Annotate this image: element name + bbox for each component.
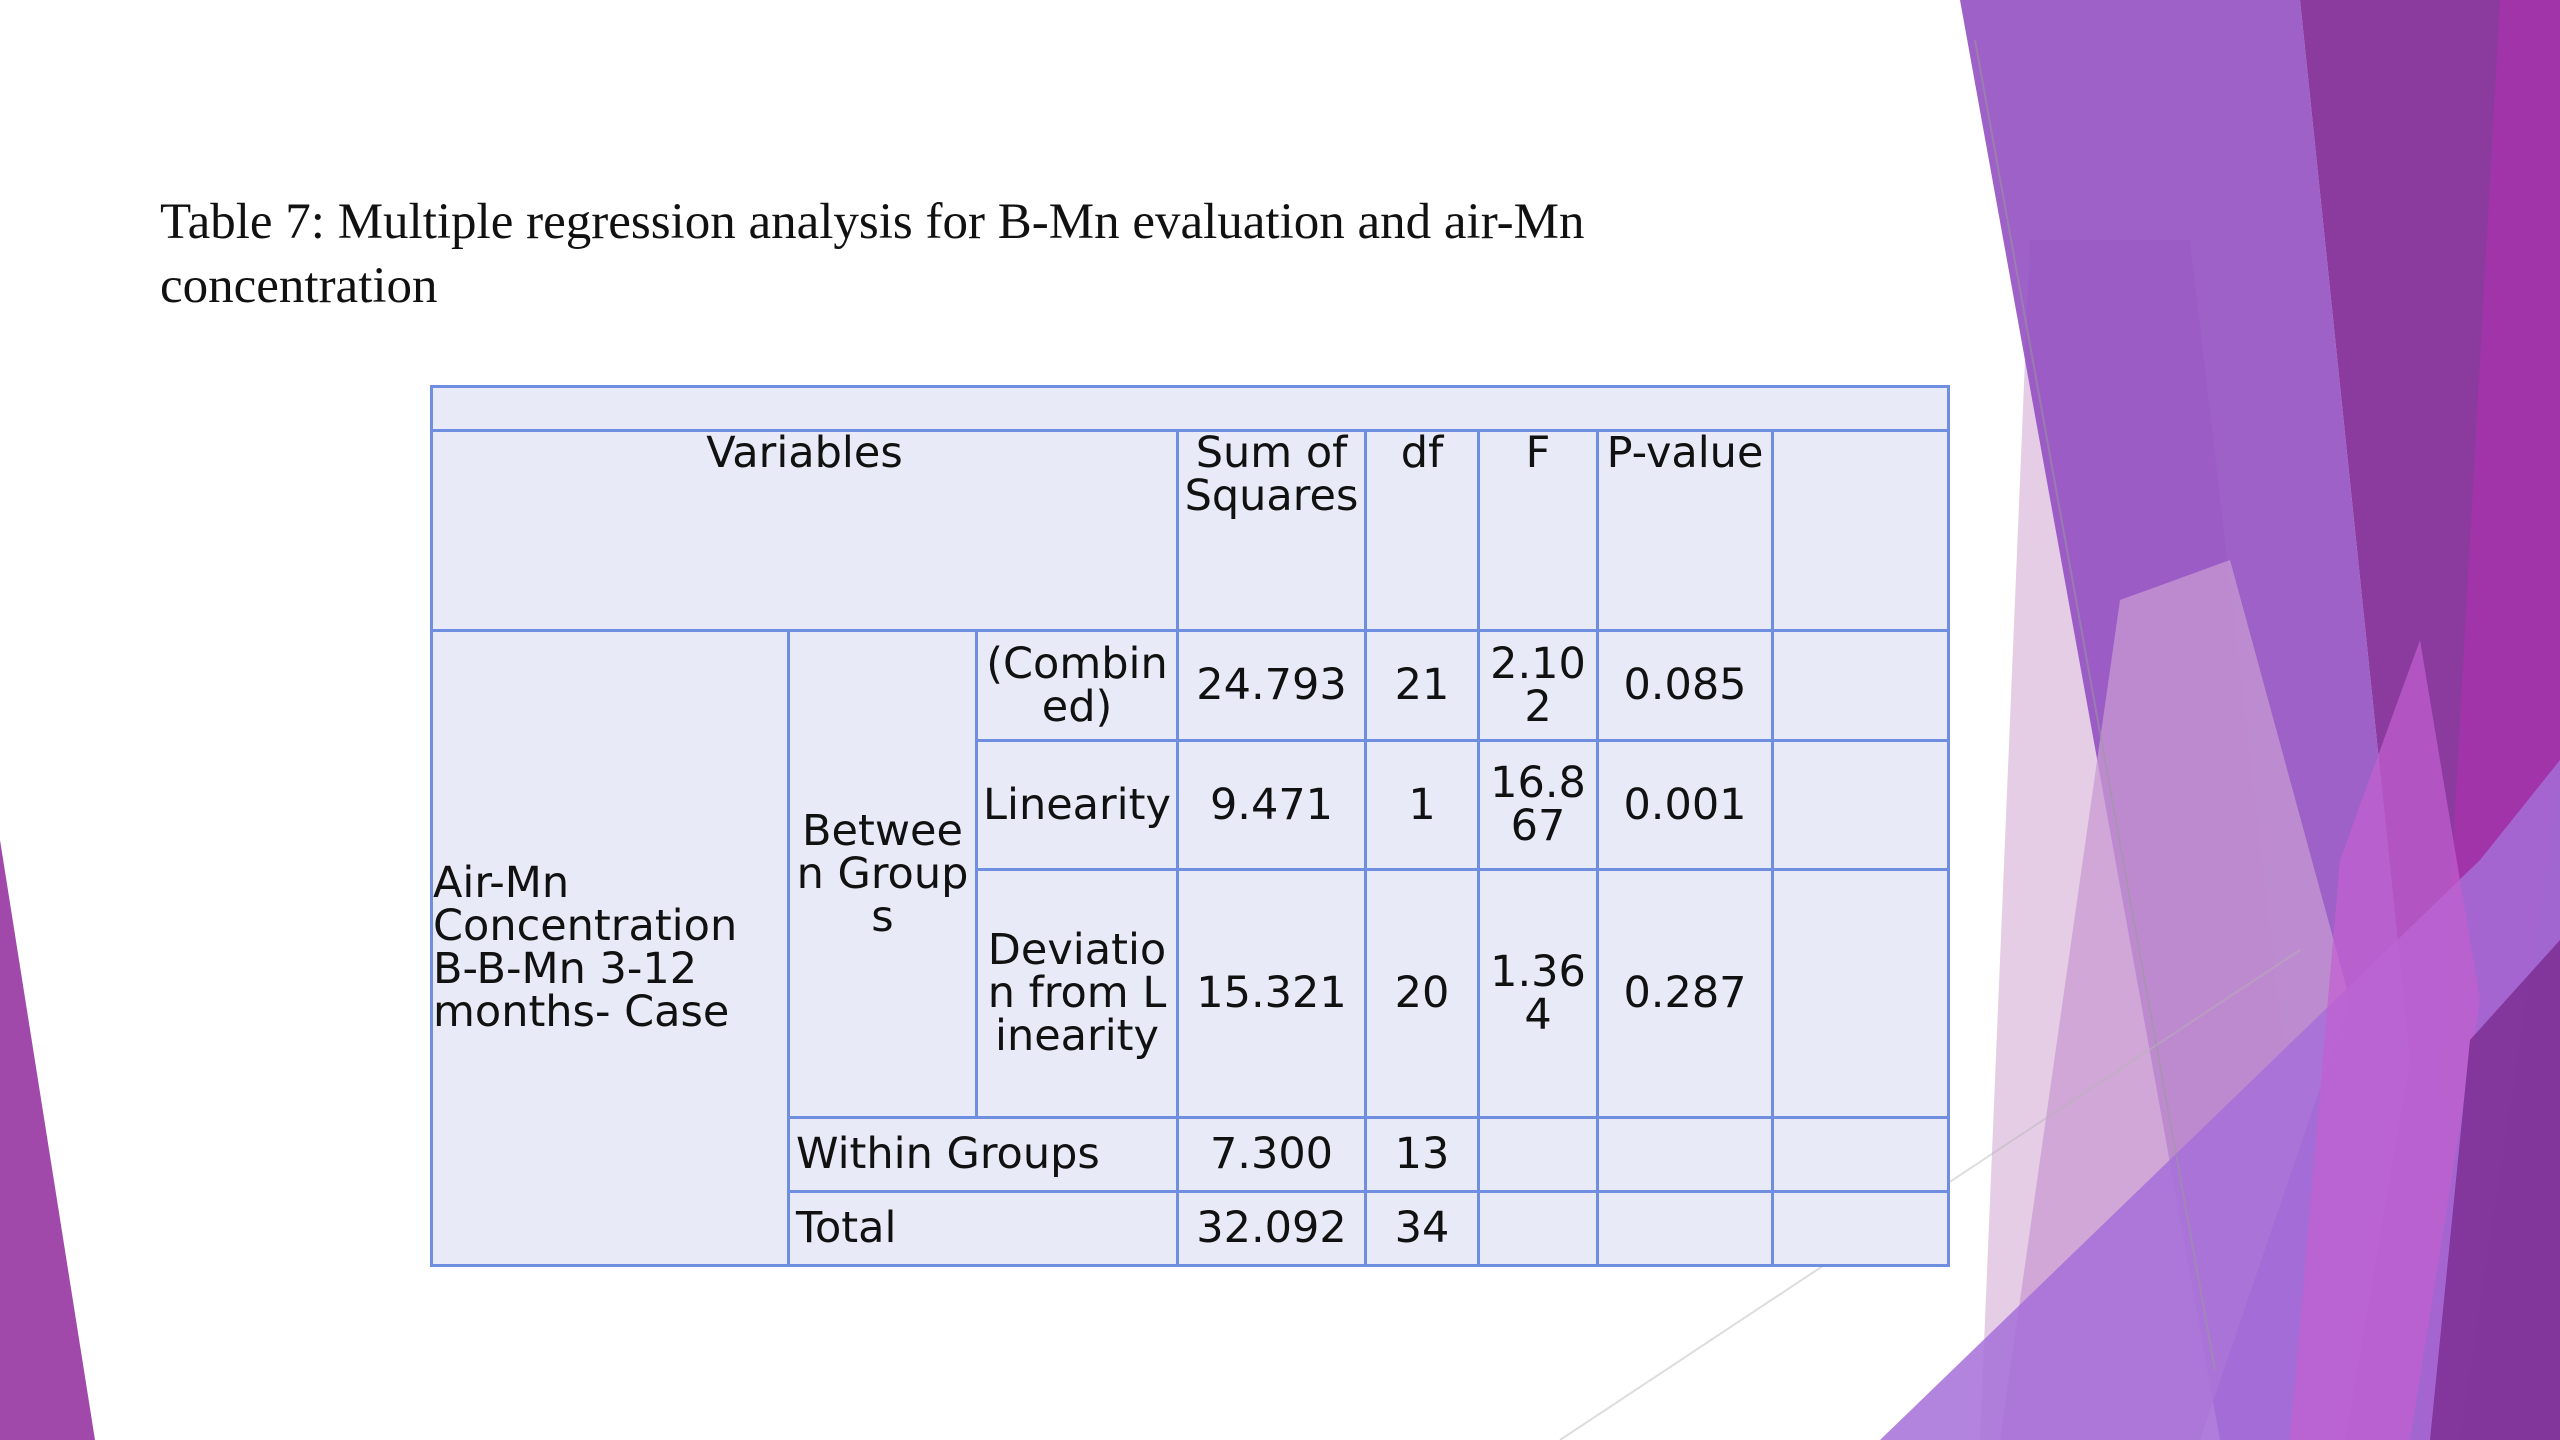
between-groups-label: Between Groups	[787, 629, 978, 1119]
header-df: df	[1364, 429, 1480, 632]
cell-df: 34	[1364, 1190, 1480, 1267]
table-row-within: Within Groups 7.300 13	[432, 1116, 1950, 1193]
header-f: F	[1477, 429, 1599, 632]
table-header-row: Variables Sum of Squares df F P-value	[430, 429, 1950, 632]
cell-p: 0.085	[1596, 629, 1774, 742]
cell-empty	[1771, 1190, 1950, 1267]
table-row: Air-Mn Concentration B-B-Mn 3-12 months-…	[430, 629, 1950, 1267]
cell-f: 16.867	[1477, 739, 1599, 871]
facet-deep-purple	[2430, 940, 2560, 1440]
cell-p: 0.001	[1596, 739, 1774, 871]
cell-ss: 24.793	[1176, 629, 1367, 742]
cell-empty	[1477, 1190, 1599, 1267]
cell-f: 1.364	[1477, 868, 1599, 1119]
left-edge-shape	[0, 840, 95, 1440]
empty-caption-cell	[430, 385, 1950, 432]
cell-f: 2.102	[1477, 629, 1599, 742]
cell-empty	[1771, 868, 1950, 1119]
anova-table: Variables Sum of Squares df F P-value Ai…	[430, 385, 1950, 1267]
cell-empty	[1596, 1116, 1774, 1193]
anova-table-container: Variables Sum of Squares df F P-value Ai…	[430, 385, 1950, 1267]
cell-empty	[1771, 739, 1950, 871]
cell-empty	[1596, 1190, 1774, 1267]
row-label-within-groups: Within Groups	[787, 1116, 1179, 1193]
header-sum-of-squares: Sum of Squares	[1176, 429, 1367, 632]
row-label-deviation: Deviation from Linearity	[975, 868, 1179, 1119]
header-variables: Variables	[430, 429, 1179, 632]
row-label-total: Total	[787, 1190, 1179, 1267]
header-empty	[1771, 429, 1950, 632]
slide-title: Table 7: Multiple regression analysis fo…	[160, 194, 1585, 314]
cell-df: 20	[1364, 868, 1480, 1119]
cell-empty	[1771, 629, 1950, 742]
cell-df: 1	[1364, 739, 1480, 871]
thin-line-1	[1974, 39, 2216, 1371]
facet-orchid-glow	[2290, 640, 2480, 1440]
table-row: Deviation from Linearity 15.321 20 1.364…	[432, 868, 1950, 1119]
cell-df: 13	[1364, 1116, 1480, 1193]
table-caption-row	[430, 385, 1950, 432]
table-row: Linearity 9.471 1 16.867 0.001	[432, 739, 1950, 871]
cell-ss: 15.321	[1176, 868, 1367, 1119]
row-group-label: Air-Mn Concentration B-B-Mn 3-12 months-…	[430, 629, 790, 1267]
header-p-value: P-value	[1596, 429, 1774, 632]
cell-df: 21	[1364, 629, 1480, 742]
cell-empty	[1477, 1116, 1599, 1193]
row-label-linearity: Linearity	[975, 739, 1179, 871]
cell-ss: 32.092	[1176, 1190, 1367, 1267]
row-label-combined: (Combined)	[975, 629, 1179, 742]
cell-empty	[1771, 1116, 1950, 1193]
cell-ss: 7.300	[1176, 1116, 1367, 1193]
cell-p: 0.287	[1596, 868, 1774, 1119]
cell-ss: 9.471	[1176, 739, 1367, 871]
table-row-total: Total 32.092 34	[432, 1190, 1950, 1267]
